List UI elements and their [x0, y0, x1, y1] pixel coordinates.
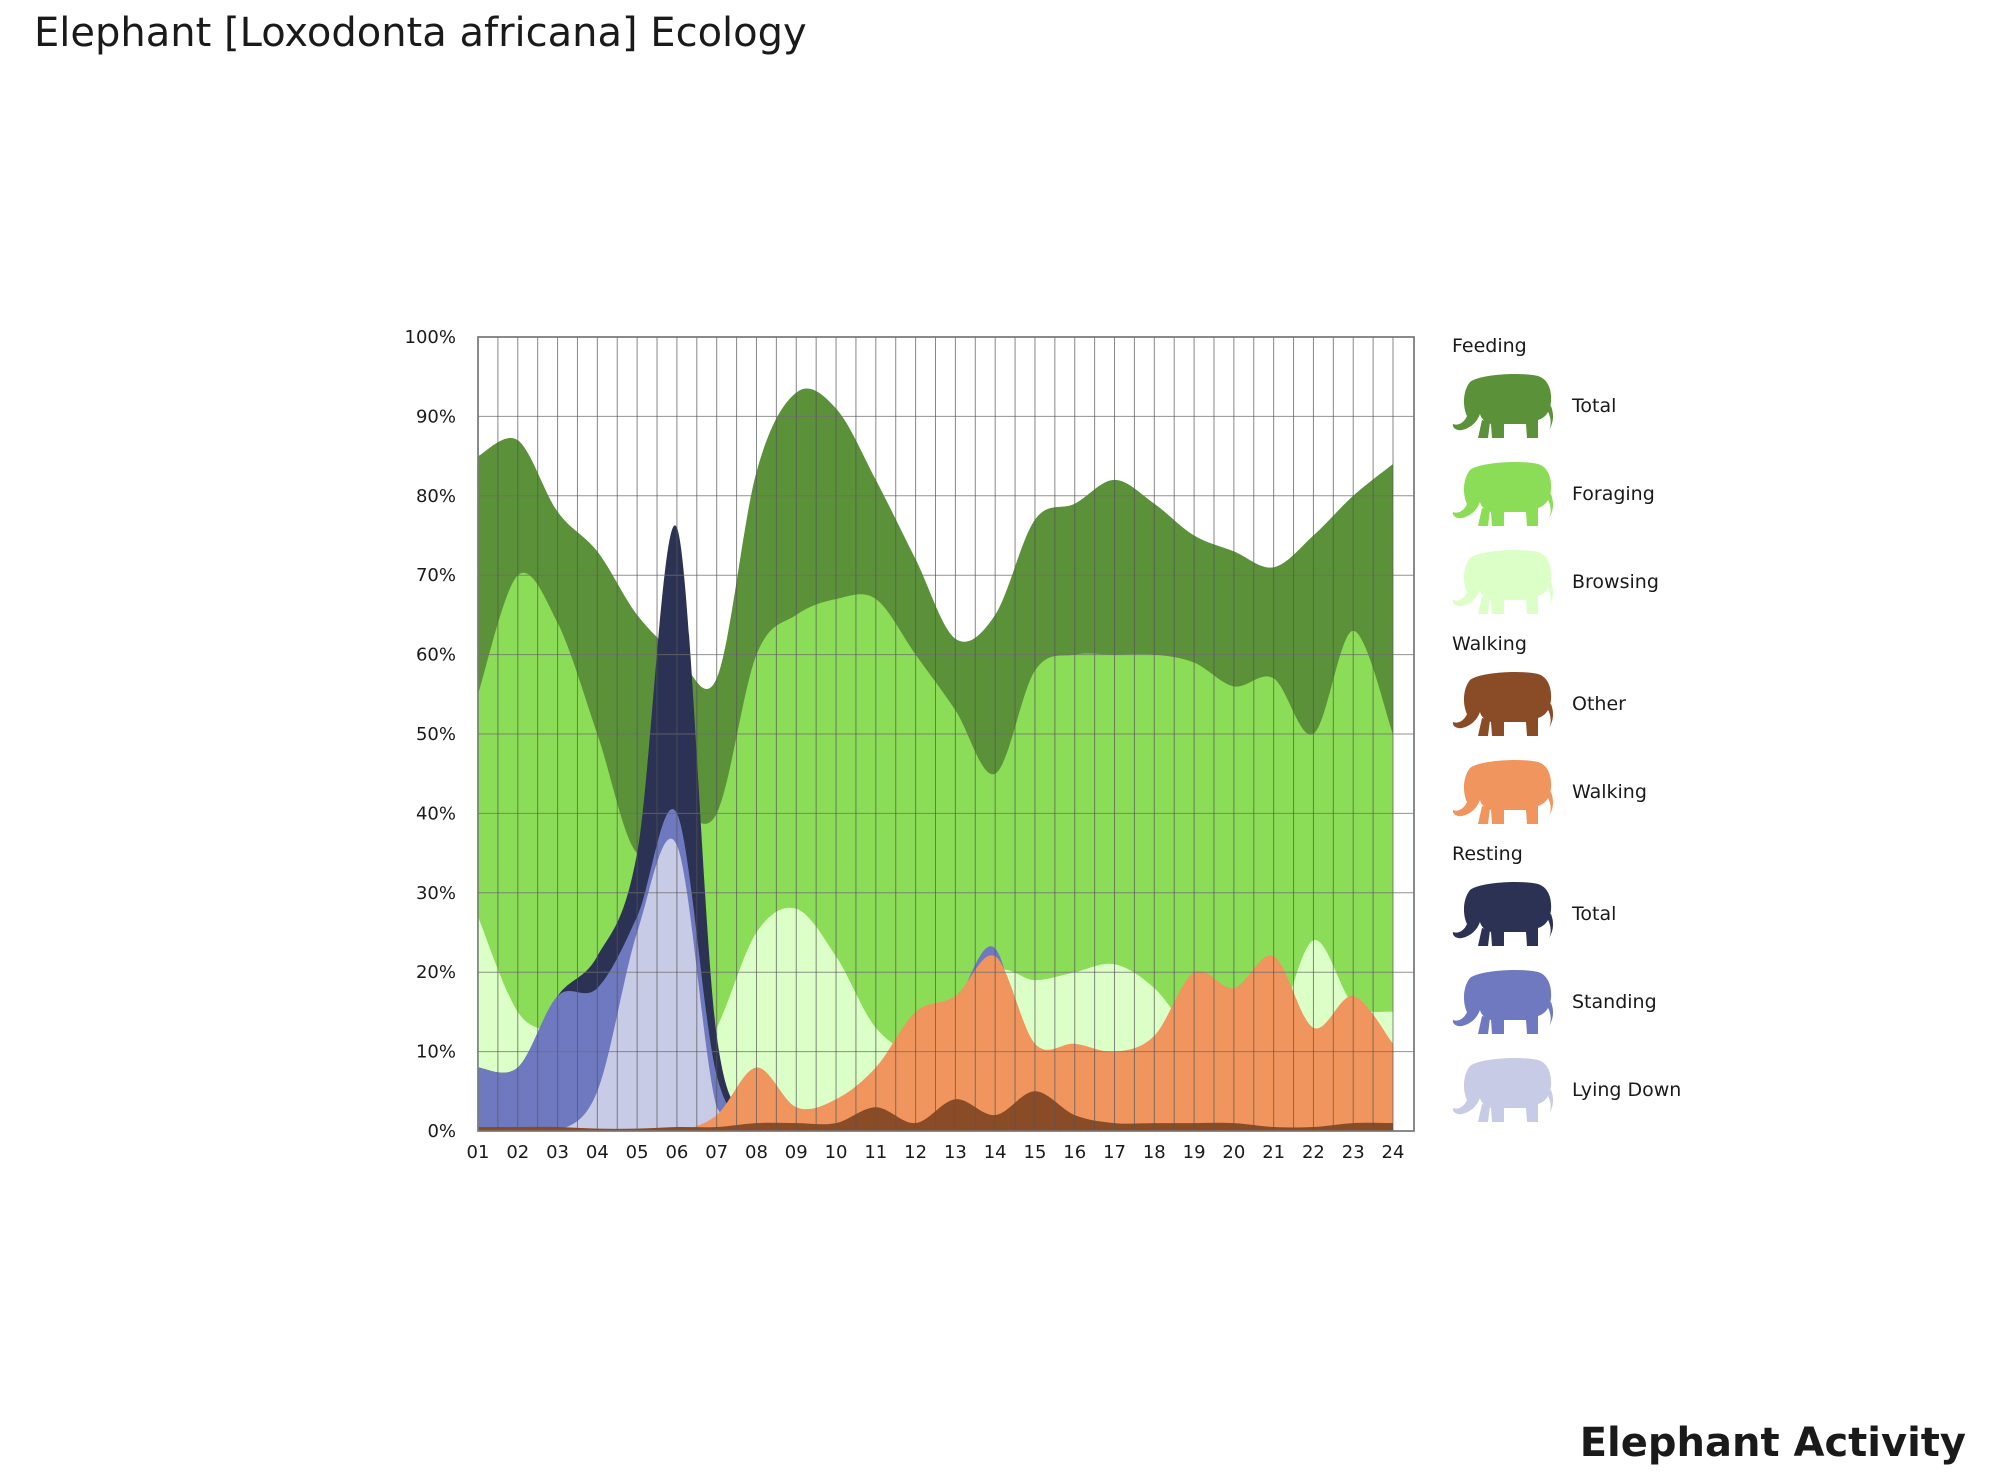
x-tick-label: 24 [1382, 1142, 1405, 1163]
x-tick-label: 15 [1024, 1142, 1047, 1163]
x-tick-label: 05 [626, 1142, 649, 1163]
footer-title: Elephant Activity [1579, 1420, 1966, 1466]
x-tick-label: 04 [586, 1142, 609, 1163]
x-tick-label: 06 [665, 1142, 688, 1163]
y-tick-label: 30% [416, 883, 456, 904]
y-tick-label: 100% [405, 327, 456, 348]
elephant-icon [1452, 760, 1554, 824]
legend-label: Other [1572, 693, 1626, 715]
elephant-icon [1452, 672, 1554, 736]
elephant-icon [1452, 462, 1554, 526]
x-tick-label: 18 [1143, 1142, 1166, 1163]
x-tick-label: 19 [1183, 1142, 1206, 1163]
legend-heading: Walking [1452, 633, 1527, 655]
x-tick-label: 10 [825, 1142, 848, 1163]
elephant-icon [1452, 1058, 1554, 1122]
y-tick-label: 40% [416, 803, 456, 824]
y-tick-label: 90% [416, 406, 456, 427]
legend-label: Lying Down [1572, 1079, 1681, 1101]
y-tick-label: 60% [416, 645, 456, 666]
legend-label: Total [1571, 903, 1616, 925]
x-tick-label: 02 [506, 1142, 529, 1163]
area-resting-total [478, 525, 1393, 1131]
x-tick-label: 16 [1063, 1142, 1086, 1163]
plot-border [477, 336, 1415, 1132]
y-tick-label: 70% [416, 565, 456, 586]
x-tick-label: 12 [904, 1142, 927, 1163]
x-tick-label: 03 [546, 1142, 569, 1163]
y-tick-label: 80% [416, 486, 456, 507]
x-tick-label: 08 [745, 1142, 768, 1163]
page-title: Elephant [Loxodonta africana] Ecology [34, 10, 807, 56]
x-axis-ticks: 01 02 03 04 05 06 07 08 09 10 11 12 13 14 15 16 17 18 19 20… [467, 1142, 1405, 1163]
elephant-icon [1452, 550, 1554, 614]
legend-label: Foraging [1572, 483, 1655, 505]
x-tick-label: 17 [1103, 1142, 1126, 1163]
legend-label: Standing [1572, 991, 1657, 1013]
legend-label: Browsing [1572, 571, 1659, 593]
y-axis-ticks: 0% 10% 20% 30% 40% 50% 60% 70% 80% 90% 100% [405, 327, 456, 1142]
x-tick-label: 14 [984, 1142, 1007, 1163]
elephant-icon [1452, 882, 1554, 946]
x-tick-label: 11 [864, 1142, 887, 1163]
x-tick-label: 09 [785, 1142, 808, 1163]
x-tick-label: 07 [705, 1142, 728, 1163]
x-tick-label: 20 [1222, 1142, 1245, 1163]
legend-heading: Resting [1452, 843, 1523, 865]
legend-label: Total [1571, 395, 1616, 417]
y-tick-label: 10% [416, 1042, 456, 1063]
legend-label: Walking [1572, 781, 1647, 803]
x-tick-label: 21 [1262, 1142, 1285, 1163]
x-tick-label: 01 [467, 1142, 490, 1163]
legend-heading: Feeding [1452, 335, 1527, 357]
x-tick-label: 23 [1342, 1142, 1365, 1163]
y-tick-label: 50% [416, 724, 456, 745]
chart-grid [477, 336, 1415, 1132]
y-tick-label: 0% [427, 1121, 456, 1142]
elephant-icon [1452, 970, 1554, 1034]
x-tick-label: 22 [1302, 1142, 1325, 1163]
x-tick-label: 13 [944, 1142, 967, 1163]
area-resting-lying-down [478, 838, 1393, 1131]
legend: Feeding Total Foraging Browsing Walking Other… [1452, 335, 1681, 1122]
elephant-icon [1452, 374, 1554, 438]
y-tick-label: 20% [416, 962, 456, 983]
